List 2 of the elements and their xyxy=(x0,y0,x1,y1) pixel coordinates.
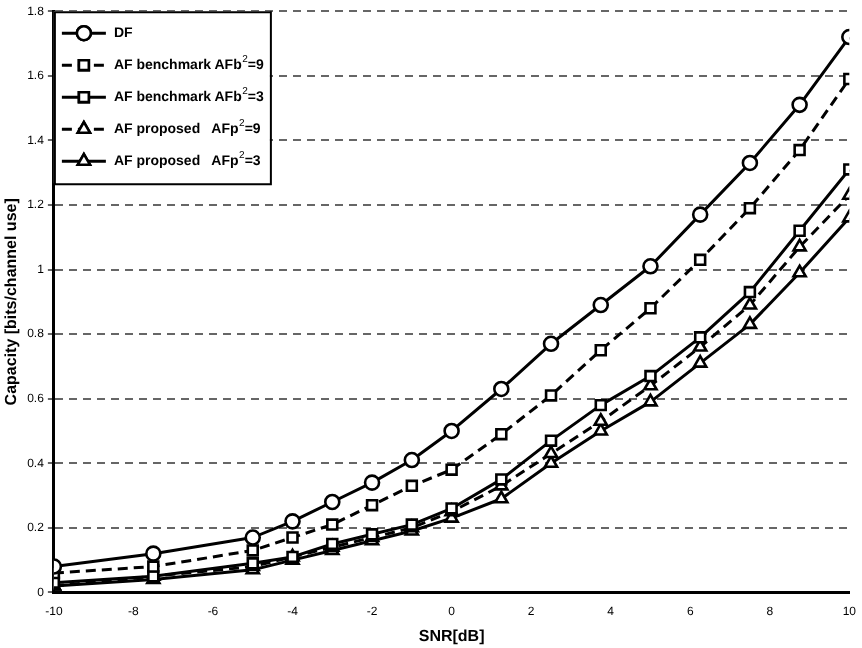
y-axis-title: Capacity [bits/channel use] xyxy=(2,197,21,406)
x-axis-title: SNR[dB] xyxy=(418,626,486,645)
